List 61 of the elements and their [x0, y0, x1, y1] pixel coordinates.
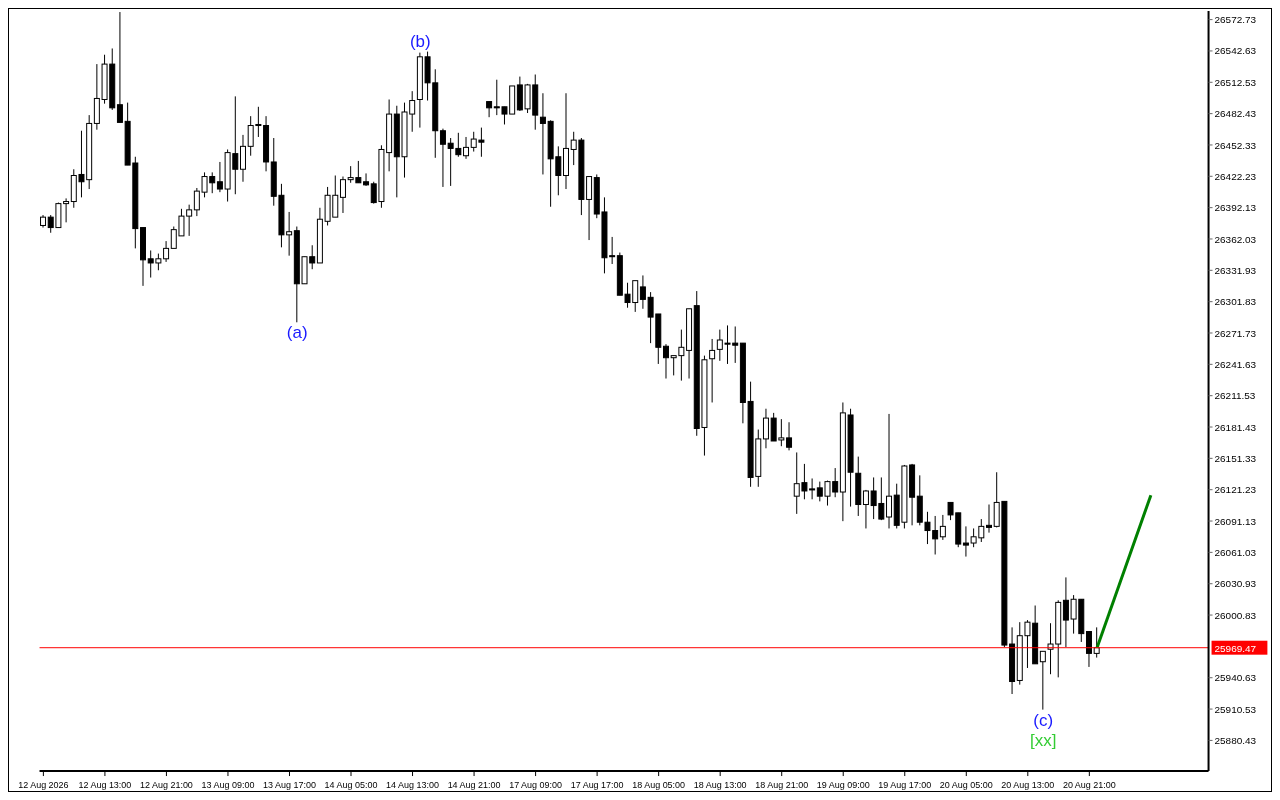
x-tick-label: 20 Aug 21:00 — [1062, 780, 1116, 791]
x-tick-label: 14 Aug 21:00 — [447, 780, 501, 791]
x-tick-label: 20 Aug 13:00 — [1001, 780, 1055, 791]
y-tick-label: 26030.93 — [1214, 578, 1257, 590]
x-tick-label: 12 Aug 21:00 — [140, 780, 193, 791]
y-tick-label: 26512.53 — [1214, 76, 1257, 88]
y-tick-label: 26542.63 — [1214, 45, 1257, 57]
y-tick-label: 26482.43 — [1214, 108, 1257, 120]
y-tick-label: 26151.33 — [1214, 452, 1257, 464]
x-tick-label: 13 Aug 09:00 — [201, 780, 255, 791]
candlestick — [939, 514, 946, 541]
annotation: (a) — [286, 323, 308, 343]
ref-line-label: 25969.47 — [1214, 642, 1257, 654]
y-tick-label: 26422.23 — [1214, 170, 1257, 182]
x-tick-label: 14 Aug 13:00 — [386, 780, 439, 791]
candlestick — [1093, 626, 1100, 659]
candlestick — [1039, 650, 1046, 711]
x-tick-label: 12 Aug 2026 — [18, 780, 69, 791]
x-tick-label: 19 Aug 09:00 — [816, 780, 870, 791]
candlestick — [463, 136, 470, 160]
x-tick-label: 13 Aug 17:00 — [263, 780, 316, 791]
y-tick-label: 26181.43 — [1214, 421, 1257, 433]
x-tick-label: 18 Aug 13:00 — [693, 780, 747, 791]
y-tick-label: 26091.13 — [1214, 515, 1257, 527]
x-tick-label: 14 Aug 05:00 — [324, 780, 378, 791]
y-tick-label: 25940.63 — [1214, 672, 1257, 684]
y-tick-label: 26241.63 — [1214, 358, 1257, 370]
y-tick-label: 26121.23 — [1214, 484, 1257, 496]
y-tick-label: 26000.83 — [1214, 609, 1257, 621]
y-tick-label: 26061.03 — [1214, 546, 1257, 558]
y-tick-label: 26301.83 — [1214, 296, 1257, 308]
candlestick — [339, 176, 346, 214]
candlestick — [363, 172, 370, 187]
y-tick-label: 25880.43 — [1214, 734, 1257, 746]
x-tick-label: 18 Aug 21:00 — [755, 780, 809, 791]
x-tick-label: 18 Aug 05:00 — [632, 780, 686, 791]
candlestick — [986, 504, 992, 534]
y-tick-label: 26331.93 — [1214, 264, 1257, 276]
candlestick — [240, 134, 246, 183]
annotation: [xx] — [1030, 730, 1057, 750]
candlestick — [886, 413, 893, 529]
y-tick-label: 26572.73 — [1214, 14, 1257, 26]
candlestick — [1085, 631, 1092, 668]
y-tick-label: 26362.03 — [1214, 233, 1257, 245]
candlestick — [709, 338, 716, 403]
x-tick-label: 20 Aug 05:00 — [939, 780, 993, 791]
y-tick-label: 26392.13 — [1214, 202, 1257, 214]
annotation: (c) — [1033, 710, 1054, 730]
x-tick-label: 17 Aug 17:00 — [570, 780, 624, 791]
x-tick-label: 19 Aug 17:00 — [878, 780, 932, 791]
candlestick — [662, 343, 669, 380]
y-tick-label: 26452.33 — [1214, 139, 1257, 151]
y-tick-label: 26271.73 — [1214, 327, 1257, 339]
candlestick — [786, 421, 793, 451]
candlestick — [486, 101, 493, 118]
x-tick-label: 17 Aug 09:00 — [509, 780, 563, 791]
annotation: (b) — [409, 31, 431, 51]
y-tick-label: 26211.53 — [1214, 390, 1256, 402]
candlestick — [762, 408, 769, 449]
x-tick-label: 12 Aug 13:00 — [78, 780, 132, 791]
y-tick-label: 25910.53 — [1214, 703, 1257, 715]
